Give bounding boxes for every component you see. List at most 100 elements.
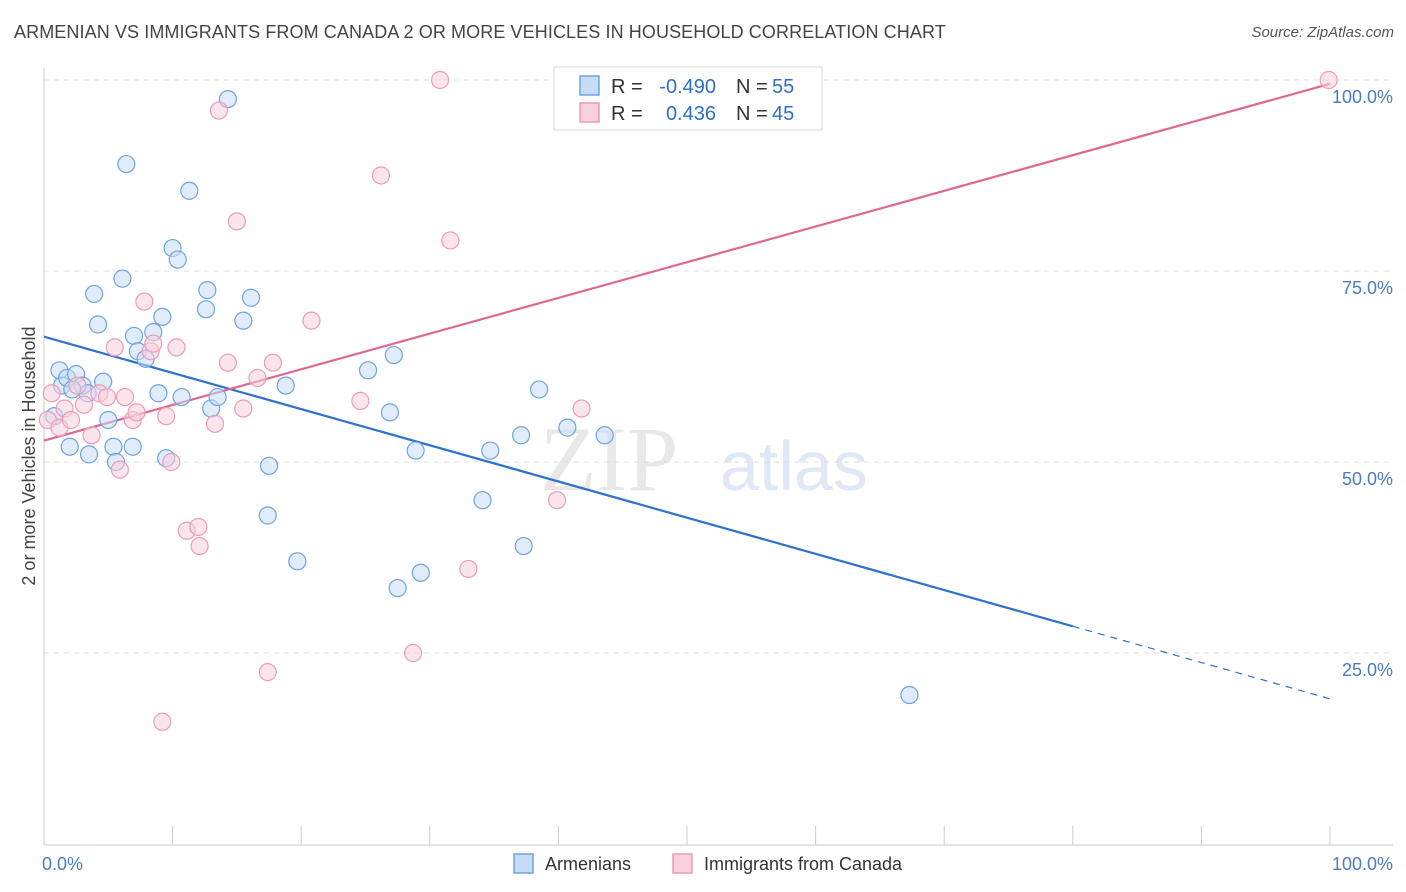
- canada-point-30: [248, 368, 267, 388]
- canada-point-37: [430, 70, 450, 90]
- armenians-point-37: [276, 376, 295, 395]
- armenians-point-28: [196, 300, 216, 319]
- armenians-point-38: [288, 552, 307, 571]
- canada-point-12: [115, 387, 135, 407]
- legend-r-value-canada: 0.436: [666, 103, 716, 125]
- armenians-point-9: [88, 315, 108, 334]
- tick-labels: 25.0% 50.0% 75.0% 100.0% 0.0% 100.0%: [42, 87, 1393, 874]
- legend-n-value-armenians: 55: [772, 76, 794, 98]
- canada-point-1: [42, 384, 61, 403]
- armenians-point-42: [388, 578, 407, 598]
- canada-point-18: [153, 712, 172, 731]
- armenians-point-12: [104, 437, 123, 456]
- armenians-point-47: [512, 426, 531, 445]
- armenians-point-16: [123, 437, 142, 456]
- canada-point-44: [1319, 70, 1338, 90]
- armenians-point-44: [411, 563, 430, 582]
- armenians-point-29: [198, 281, 217, 300]
- canada-point-28: [227, 212, 246, 231]
- bottom-legend-label-armenians: Armenians: [545, 854, 631, 874]
- canada-point-4: [61, 410, 81, 430]
- armenians-point-49: [530, 380, 549, 399]
- armenians-point-3: [60, 437, 79, 456]
- gridlines: [44, 79, 1393, 654]
- armenians-point-15: [117, 154, 136, 174]
- armenians-point-46: [481, 441, 500, 460]
- canada-point-35: [371, 166, 391, 185]
- watermark-atlas: atlas: [720, 427, 868, 505]
- y-axis-label: 2 or more Vehicles in Household: [19, 326, 39, 585]
- canada-point-9: [97, 387, 117, 407]
- armenians-point-22: [153, 307, 172, 326]
- armenians-point-41: [384, 345, 403, 365]
- canada-point-27: [218, 353, 237, 372]
- legend-r-value-armenians: -0.490: [659, 76, 716, 98]
- canada-point-19: [157, 407, 176, 426]
- chart-title: ARMENIAN VS IMMIGRANTS FROM CANADA 2 OR …: [14, 22, 946, 42]
- armenians-point-26: [172, 387, 191, 407]
- legend-n-value-canada: 45: [772, 103, 794, 125]
- canada-point-36: [403, 643, 423, 663]
- legend-r-label-armenians: R =: [611, 76, 643, 98]
- armenians-point-14: [113, 269, 132, 288]
- legend-r-label-canada: R =: [611, 103, 643, 125]
- canada-point-38: [441, 231, 460, 250]
- armenians-point-52: [900, 685, 919, 705]
- canada-point-5: [68, 376, 87, 395]
- canada-point-33: [302, 311, 321, 330]
- canada-trend-line: [43, 82, 1331, 442]
- canada-point-10: [105, 338, 124, 357]
- legend-swatch-canada: [579, 102, 600, 123]
- armenians-point-36: [258, 506, 277, 525]
- canada-point-23: [190, 536, 209, 556]
- data-points: [38, 70, 1338, 731]
- x-tick-label-right: 100.0%: [1332, 854, 1393, 874]
- chart-source: Source: ZipAtlas.com: [1251, 24, 1394, 41]
- armenians-point-17: [124, 326, 144, 346]
- armenians-point-51: [595, 426, 614, 445]
- canada-point-32: [263, 353, 283, 372]
- legend-swatch-armenians: [579, 75, 600, 96]
- armenians-point-43: [406, 441, 425, 460]
- trend-lines: [43, 82, 1331, 700]
- y-tick-label-2: 75.0%: [1342, 278, 1393, 298]
- canada-point-7: [82, 426, 101, 445]
- canada-point-41: [572, 399, 591, 418]
- watermark: ZIP atlas: [540, 408, 868, 510]
- armenians-point-27: [180, 181, 199, 200]
- canada-point-39: [459, 559, 478, 579]
- canada-point-14: [127, 403, 146, 422]
- axes: [43, 68, 1393, 846]
- bottom-legend-label-canada: Immigrants from Canada: [704, 854, 903, 874]
- canada-point-15: [135, 292, 154, 311]
- armenians-point-34: [241, 288, 261, 307]
- canada-point-31: [258, 662, 277, 682]
- canada-point-40: [548, 491, 567, 510]
- canada-point-26: [209, 101, 228, 120]
- legend-n-label-canada: N =: [736, 103, 768, 125]
- canada-point-6: [74, 395, 93, 414]
- bottom-legend-swatch-armenians: [513, 853, 534, 874]
- armenians-trend-line: [43, 335, 1074, 628]
- armenians-point-45: [473, 491, 492, 510]
- armenians-point-11: [99, 410, 118, 430]
- armenians-point-50: [558, 418, 577, 437]
- canada-point-24: [189, 517, 208, 537]
- canada-point-20: [162, 452, 181, 472]
- armenians-point-40: [380, 403, 400, 422]
- armenians-point-31: [208, 387, 227, 407]
- armenians-point-7: [79, 445, 99, 464]
- canada-point-25: [205, 414, 225, 433]
- legend: R = -0.490 N = 55 R = 0.436 N = 45: [553, 66, 823, 131]
- armenians-point-35: [259, 456, 279, 475]
- armenians-point-48: [514, 536, 533, 556]
- bottom-legend: Armenians Immigrants from Canada: [513, 853, 903, 874]
- armenians-point-8: [85, 284, 104, 304]
- canada-point-11: [110, 460, 129, 479]
- canada-point-17: [144, 334, 163, 353]
- armenians-point-21: [149, 384, 168, 403]
- y-tick-label-0: 25.0%: [1342, 660, 1393, 680]
- legend-n-label-armenians: N =: [736, 76, 768, 98]
- armenians-trend-line-extension: [1072, 625, 1331, 700]
